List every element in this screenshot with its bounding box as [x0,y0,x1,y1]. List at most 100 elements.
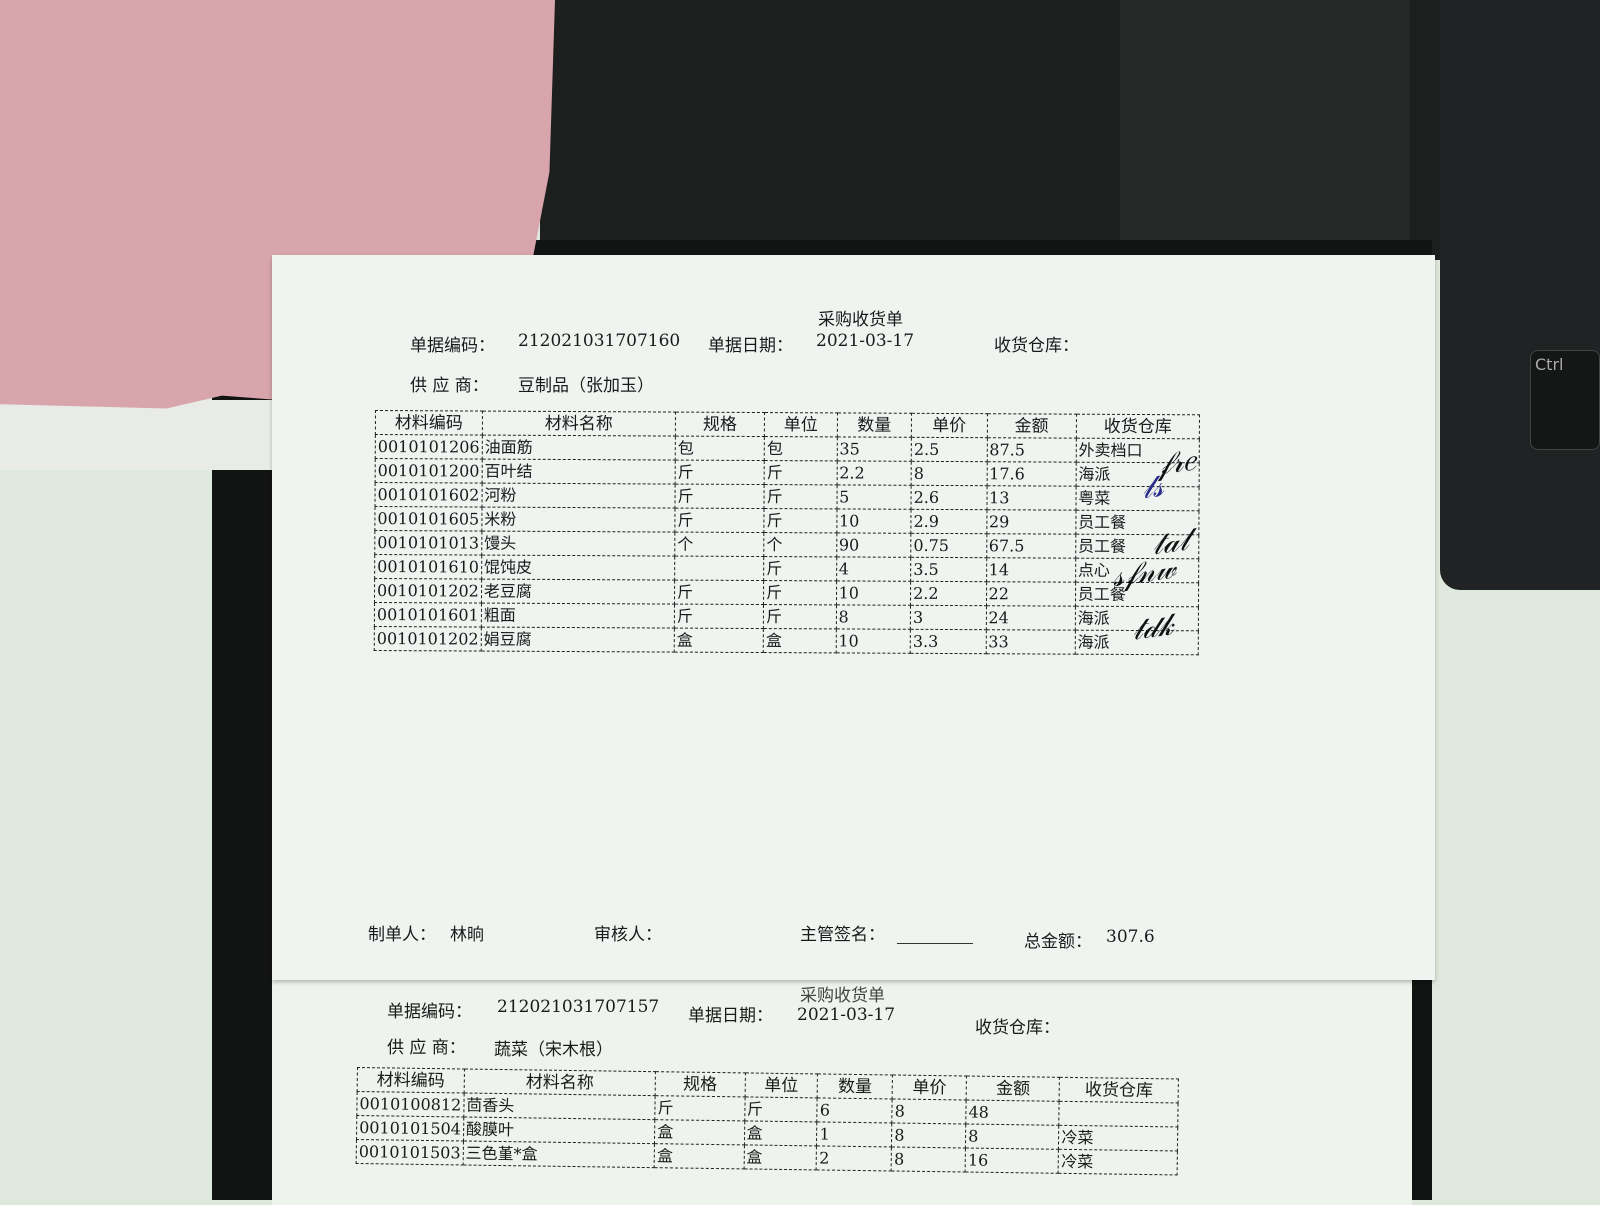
table-cell: 0010100812 [356,1091,464,1117]
table-cell: 16 [965,1148,1059,1174]
table-cell: 2.6 [911,485,987,510]
supplier: 蔬菜（宋木根） [494,1040,613,1060]
total-label: 总金额： [1024,932,1092,952]
column-header: 数量 [836,412,912,438]
table-cell: 馄饨皮 [481,555,675,581]
table-cell: 河粉 [481,483,676,509]
column-header: 材料编码 [375,410,483,436]
table-cell: 0010101610 [374,554,482,580]
table-cell [1059,1101,1179,1127]
maker: 林晌 [450,925,484,945]
doc-no: 212021031707160 [518,331,681,351]
table-cell: 22 [985,581,1076,607]
table-cell: 盒 [743,1120,818,1146]
column-header: 单价 [892,1074,967,1101]
items-table: 材料编码 材料名称 规格 单位 数量 单价 金额 收货仓库 0010100812… [356,1067,1179,1175]
table-cell: 包 [764,436,837,461]
table-cell: 馒头 [481,531,675,557]
table-cell: 盒 [674,628,764,653]
date-label: 单据日期： [688,1006,773,1026]
table-cell: 2.5 [911,437,987,462]
table-cell: 8 [911,461,987,486]
table-cell: 8 [835,604,911,630]
desk-dark-area [1120,0,1410,260]
supervisor-signature-line [897,943,973,944]
warehouse-label: 收货仓库： [994,336,1079,356]
supplier: 豆制品（张加玉） [518,376,654,396]
table-cell: 冷菜 [1058,1125,1178,1151]
table-cell: 斤 [674,604,764,629]
table-cell: 13 [986,485,1076,511]
table-cell: 14 [986,557,1076,583]
table-cell: 0010101206 [375,434,483,460]
table-cell: 斤 [675,460,765,485]
keyboard-key-ctrl: Ctrl [1530,350,1600,450]
column-header: 规格 [675,412,765,437]
table-cell: 米粉 [481,507,675,533]
items-table: 材料编码 材料名称 规格 单位 数量 单价 金额 收货仓库 0010101206… [374,410,1200,655]
table-cell: 油面筋 [482,435,676,461]
table-cell: 斤 [763,580,837,605]
table-cell: 0010101602 [374,482,482,508]
date: 2021-03-17 [816,331,915,351]
table-cell: 盒 [763,628,836,653]
table-cell: 67.5 [986,533,1076,559]
column-header: 单位 [764,412,838,437]
table-cell: 茴香头 [463,1092,656,1120]
doc-no-label: 单据编码： [387,1002,472,1022]
table-cell: 盒 [654,1143,744,1169]
doc-title: 采购收货单 [818,310,903,330]
column-header: 金额 [986,413,1077,439]
key-label: Ctrl [1535,355,1564,374]
column-header: 材料名称 [482,411,676,437]
table-cell: 10 [836,580,911,606]
column-header: 收货仓库 [1076,414,1200,439]
table-cell: 盒 [743,1144,817,1170]
column-header: 材料名称 [463,1068,656,1096]
supplier-label: 供 应 商： [410,376,489,396]
table-cell: 2.9 [910,509,987,534]
table-cell: 老豆腐 [481,579,675,605]
table-cell: 0010101601 [374,602,482,628]
table-cell: 33 [985,629,1076,655]
reviewer-label: 审核人： [594,925,662,945]
supervisor-label: 主管签名： [800,925,885,945]
column-header: 数量 [817,1073,893,1099]
table-cell: 87.5 [986,437,1077,463]
table-cell: 酸膜叶 [463,1116,655,1144]
table-cell: 斤 [654,1095,745,1121]
table-cell: 斤 [764,484,837,509]
doc-title: 采购收货单 [800,986,885,1006]
table-cell: 8 [892,1098,967,1125]
table-cell: 0010101202 [374,578,482,604]
table-cell: 冷菜 [1058,1149,1178,1175]
table-cell: 4 [836,556,911,582]
column-header: 材料编码 [357,1067,465,1093]
second-receipt: 采购收货单 单据编码： 212021031707157 单据日期： 2021-0… [272,975,1412,1205]
column-header: 规格 [655,1071,745,1097]
doc-no-label: 单据编码： [410,336,495,356]
table-cell: 2.2 [836,460,912,486]
table-cell: 1 [816,1121,893,1147]
table-cell: 8 [891,1122,966,1149]
table-cell: 个 [763,532,837,557]
table-cell: 3.5 [910,557,987,582]
table-cell: 10 [836,508,912,534]
table-cell: 17.6 [986,461,1076,487]
table-cell: 3 [910,605,986,630]
table-cell: 斤 [674,508,765,533]
table-cell: 8 [891,1146,966,1173]
table-cell: 90 [836,532,911,558]
table-cell: 10 [835,628,911,654]
column-header: 单价 [911,413,987,438]
table-cell: 粤菜 [1075,486,1200,511]
table-cell: 2 [816,1145,892,1171]
table-cell: 斤 [674,484,765,509]
table-cell: 百叶结 [481,459,676,485]
column-header: 单位 [744,1072,818,1098]
table-cell: 29 [986,509,1076,535]
table-cell: 斤 [764,508,837,533]
table-cell: 35 [836,436,912,462]
table-cell: 6 [817,1097,893,1123]
maker-label: 制单人： [368,925,436,945]
